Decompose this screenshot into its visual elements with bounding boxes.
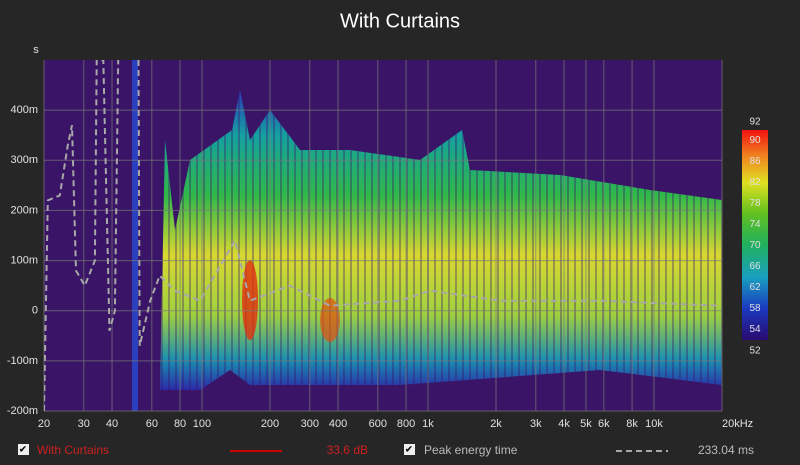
- y-tick-label: 400m: [10, 104, 38, 116]
- color-bar-label: 52: [749, 346, 761, 357]
- heat-hotspot: [242, 260, 258, 340]
- x-tick-label: 300: [301, 418, 319, 430]
- legend-value: 33.6 dB: [327, 443, 368, 457]
- color-bar-label: 90: [749, 135, 761, 146]
- x-tick-label: 60: [146, 418, 158, 430]
- x-tick-label: 600: [369, 418, 387, 430]
- x-tick-label: 20kHz: [722, 418, 753, 430]
- checkbox[interactable]: [404, 444, 415, 455]
- color-bar-label: 82: [749, 177, 761, 188]
- color-bar-label: 58: [749, 303, 761, 314]
- y-axis-label: s: [33, 44, 39, 56]
- marks: [44, 60, 720, 411]
- peak-energy-line: [44, 60, 720, 411]
- legend: ✔ With Curtains 33.6 dB ✔ Peak energy ti…: [18, 443, 754, 457]
- chart-title: With Curtains: [340, 10, 460, 32]
- x-tick-label: 3k: [530, 418, 542, 430]
- x-tick-label: 8k: [626, 418, 638, 430]
- check-mark: ✔: [405, 445, 413, 456]
- color-bar-label: 54: [749, 324, 761, 335]
- y-tick-label: 300m: [10, 154, 38, 166]
- y-tick-label: -100m: [7, 355, 38, 367]
- heat-band: [132, 60, 138, 411]
- y-tick-label: -200m: [7, 405, 38, 417]
- color-bar-label: 74: [749, 219, 761, 230]
- legend-label: With Curtains: [37, 443, 109, 457]
- x-tick-label: 4k: [558, 418, 570, 430]
- color-bar-label: 66: [749, 261, 761, 272]
- grid: [43, 60, 723, 412]
- check-mark: ✔: [19, 445, 27, 456]
- x-tick-label: 6k: [598, 418, 610, 430]
- x-tick-label: 2k: [490, 418, 502, 430]
- y-tick-label: 200m: [10, 204, 38, 216]
- x-tick-label: 1k: [422, 418, 434, 430]
- x-tick-label: 5k: [580, 418, 592, 430]
- x-tick-label: 200: [261, 418, 279, 430]
- x-tick-label: 400: [329, 418, 347, 430]
- x-tick-label: 10k: [645, 418, 663, 430]
- color-bar-label: 86: [749, 156, 761, 167]
- x-tick-label: 80: [174, 418, 186, 430]
- x-tick-label: 30: [78, 418, 90, 430]
- heat-stripes: [160, 90, 722, 390]
- heat-hotspot: [320, 298, 340, 342]
- color-bar-label: 92: [749, 117, 761, 128]
- x-tick-label: 40: [106, 418, 118, 430]
- y-tick-label: 100m: [10, 254, 38, 266]
- x-tick-label: 800: [397, 418, 415, 430]
- x-tick-label: 100: [193, 418, 211, 430]
- spectrogram: [132, 60, 722, 411]
- legend-label: Peak energy time: [424, 443, 518, 457]
- y-tick-label: 0: [32, 305, 38, 317]
- checkbox[interactable]: [18, 444, 29, 455]
- legend-value: 233.04 ms: [698, 443, 754, 457]
- color-bar: [742, 130, 768, 340]
- color-bar-label: 70: [749, 240, 761, 251]
- color-bar-label: 78: [749, 198, 761, 209]
- x-tick-label: 20: [38, 418, 50, 430]
- color-bar-label: 62: [749, 282, 761, 293]
